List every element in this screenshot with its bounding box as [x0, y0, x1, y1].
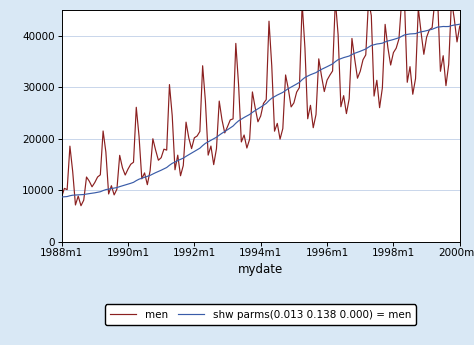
Legend: men, shw parms(0.013 0.138 0.000) = men: men, shw parms(0.013 0.138 0.000) = men	[105, 305, 416, 325]
shw parms(0.013 0.138 0.000) = men	[78, 193, 84, 197]
men	[81, 198, 87, 202]
Line: men: men	[62, 0, 460, 206]
men	[332, 0, 338, 2]
shw parms(0.013 0.138 0.000) = men	[62, 195, 67, 199]
men	[62, 186, 67, 190]
men	[365, 0, 371, 2]
shw parms(0.013 0.138 0.000) = men	[360, 48, 366, 52]
shw parms(0.013 0.138 0.000) = men	[59, 195, 64, 199]
Line: shw parms(0.013 0.138 0.000) = men: shw parms(0.013 0.138 0.000) = men	[62, 24, 460, 197]
shw parms(0.013 0.138 0.000) = men	[457, 22, 463, 26]
shw parms(0.013 0.138 0.000) = men	[371, 43, 377, 47]
X-axis label: mydate: mydate	[238, 263, 283, 276]
men	[78, 204, 84, 208]
men	[291, 101, 297, 105]
men	[377, 106, 383, 110]
shw parms(0.013 0.138 0.000) = men	[288, 85, 294, 89]
men	[59, 195, 64, 199]
men	[457, 24, 463, 28]
shw parms(0.013 0.138 0.000) = men	[429, 27, 435, 31]
men	[435, 0, 440, 2]
